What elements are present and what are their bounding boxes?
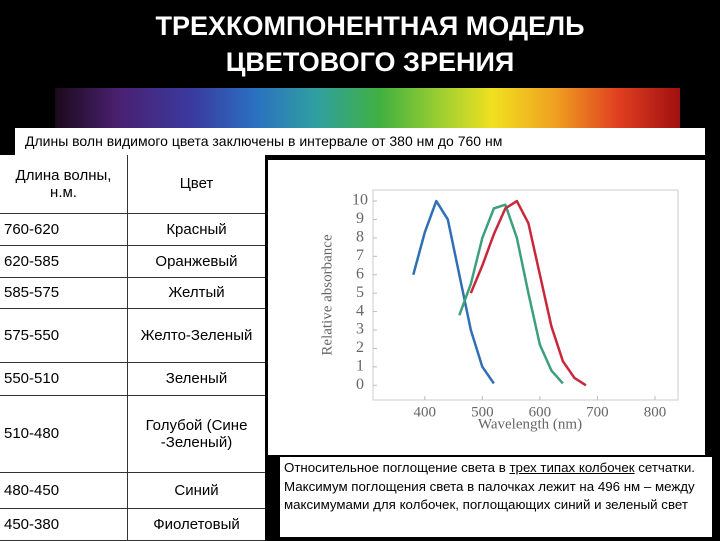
x-tick-label: 700 (586, 404, 609, 420)
caption-underlined: трех типах колбочек (509, 460, 635, 475)
x-tick-label: 400 (414, 404, 437, 420)
table-cell: 585-575 (0, 277, 128, 309)
y-tick-label: 8 (356, 229, 364, 246)
table-cell: Зеленый (127, 362, 265, 396)
table-row: 760-620 Красный (0, 213, 265, 246)
table-cell: Голубой (Сине -Зеленый) (127, 395, 265, 473)
x-tick-label: 500 (471, 404, 494, 420)
table-row: 450-380 Фиолетовый (0, 508, 265, 541)
y-tick-label: 4 (356, 302, 364, 319)
y-tick-label: 6 (356, 265, 364, 282)
y-axis-label: Relative absorbance (319, 234, 335, 356)
table-cell: Красный (127, 213, 265, 246)
table-cell: 480-450 (0, 472, 128, 509)
x-tick-label: 600 (529, 404, 552, 420)
y-tick-label: 3 (356, 321, 364, 338)
table-cell: Синий (127, 472, 265, 509)
y-tick-label: 0 (356, 376, 364, 393)
table-row: 620-585 Оранжевый (0, 245, 265, 278)
table-cell: Желто-Зеленый (127, 308, 265, 363)
y-tick-label: 9 (356, 210, 364, 227)
title-line: ТРЕХКОМПОНЕНТНАЯ МОДЕЛЬ (155, 11, 585, 41)
y-tick-label: 2 (356, 339, 364, 356)
table-cell: 450-380 (0, 508, 128, 541)
table-cell: 760-620 (0, 213, 128, 246)
header-cell: Длина волны, н.м. (0, 155, 128, 214)
title-line: ЦВЕТОВОГО ЗРЕНИЯ (225, 47, 515, 77)
table-cell: 620-585 (0, 245, 128, 278)
absorbance-curve (412, 199, 495, 385)
caption: Относительное поглощение света в трех ти… (280, 457, 712, 537)
table-row: 585-575 Желтый (0, 277, 265, 309)
color-table: Длина волны, н.м. Цвет 760-620 Красный 620-5… (0, 155, 265, 541)
title: ТРЕХКОМПОНЕНТНАЯ МОДЕЛЬ ЦВЕТОВОГО ЗРЕНИЯ (60, 8, 680, 80)
caption-text: сетчатки. Максимум поглощения света в па… (284, 460, 695, 512)
table-row: 550-510 Зеленый (0, 362, 265, 396)
header-cell: Цвет (127, 155, 265, 214)
table-row: 480-450 Синий (0, 472, 265, 509)
plot-frame (372, 189, 679, 401)
table-cell: Оранжевый (127, 245, 265, 278)
table-row: 575-550 Желто-Зеленый (0, 308, 265, 363)
subtitle: Длины волн видимого цвета заключены в ин… (15, 128, 705, 155)
y-tick-label: 7 (356, 247, 364, 264)
table-cell: Желтый (127, 277, 265, 309)
y-tick-label: 1 (356, 358, 364, 375)
table-cell: Фиолетовый (127, 508, 265, 541)
caption-text: Относительное поглощение света в (284, 460, 510, 475)
spectrum-bar (55, 88, 680, 128)
table-cell: 550-510 (0, 362, 128, 396)
chart: Relative absorbance Wavelength (nm) 01 23… (268, 160, 705, 455)
absorbance-curve (469, 199, 587, 387)
x-tick-label: 800 (644, 404, 667, 420)
absorbance-curve (458, 203, 564, 385)
y-tick-label: 10 (352, 192, 368, 209)
table-cell: 510-480 (0, 395, 128, 473)
y-tick-label: 5 (356, 284, 364, 301)
x-axis-label: Wavelength (nm) (478, 416, 582, 432)
table-cell: 575-550 (0, 308, 128, 363)
table-row: 510-480 Голубой (Сине -Зеленый) (0, 395, 265, 473)
table-header-row: Длина волны, н.м. Цвет (0, 155, 265, 214)
